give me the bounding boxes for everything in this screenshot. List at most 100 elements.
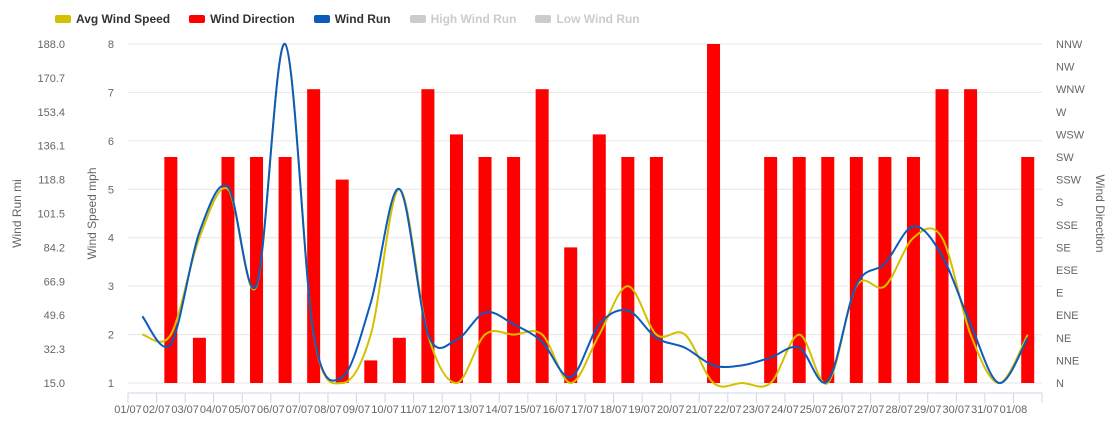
y-tick-label-wind-direction: S: [1056, 197, 1063, 209]
x-tick-label: 02/07: [143, 404, 171, 416]
legend-label: Wind Direction: [210, 12, 295, 26]
wind-direction-bar: [707, 44, 721, 383]
y-tick-label-wind-direction: NW: [1056, 62, 1075, 74]
wind-direction-bar: [421, 89, 435, 383]
y-tick-label-wind-run: 49.6: [44, 310, 65, 322]
wind-direction-bar: [221, 157, 235, 383]
x-tick-label: 30/07: [943, 404, 971, 416]
y-tick-label-wind-direction: NNE: [1056, 355, 1079, 367]
x-tick-label: 01/08: [1000, 404, 1028, 416]
wind-direction-bar: [392, 337, 406, 383]
y-tick-label-wind-run: 32.3: [44, 344, 65, 356]
x-tick-label: 09/07: [343, 404, 371, 416]
y-tick-label-wind-run: 170.7: [37, 73, 65, 85]
wind-direction-bar: [192, 337, 206, 383]
x-tick-label: 14/07: [486, 404, 514, 416]
wind-direction-bar: [535, 89, 549, 383]
wind-direction-bar: [335, 179, 349, 383]
y-tick-label-wind-speed: 2: [108, 330, 114, 342]
legend-swatch: [535, 15, 552, 23]
y-tick-label-wind-direction: ENE: [1056, 310, 1079, 322]
x-tick-label: 22/07: [714, 404, 742, 416]
wind-direction-bar: [906, 157, 920, 383]
x-tick-label: 29/07: [914, 404, 942, 416]
x-tick-label: 07/07: [286, 404, 314, 416]
y-tick-label-wind-speed: 1: [108, 378, 114, 390]
x-tick-label: 23/07: [743, 404, 771, 416]
wind-direction-bar: [507, 157, 521, 383]
x-tick-label: 17/07: [571, 404, 599, 416]
y-tick-label-wind-direction: WNW: [1056, 84, 1085, 96]
x-tick-label: 25/07: [800, 404, 828, 416]
x-tick-label: 28/07: [885, 404, 913, 416]
x-tick-label: 04/07: [200, 404, 228, 416]
y-tick-label-wind-run: 153.4: [37, 107, 65, 119]
y-tick-label-wind-run: 15.0: [44, 378, 65, 390]
legend-label: Low Wind Run: [556, 12, 640, 26]
wind-direction-bar: [792, 157, 806, 383]
y-tick-label-wind-run: 66.9: [44, 276, 65, 288]
wind-direction-bar: [878, 157, 892, 383]
y-tick-label-wind-direction: NE: [1056, 333, 1071, 345]
x-tick-label: 03/07: [171, 404, 199, 416]
x-tick-label: 10/07: [371, 404, 399, 416]
wind-direction-bar: [164, 157, 178, 383]
x-tick-label: 26/07: [828, 404, 856, 416]
legend-item-low-wind-run[interactable]: Low Wind Run: [535, 12, 640, 26]
wind-direction-bar: [564, 247, 578, 383]
x-tick-label: 13/07: [457, 404, 485, 416]
x-tick-label: 06/07: [257, 404, 285, 416]
wind-direction-bar: [478, 157, 492, 383]
wind-direction-bar: [1021, 157, 1035, 383]
x-tick-label: 18/07: [600, 404, 628, 416]
x-tick-label: 31/07: [971, 404, 999, 416]
y-tick-label-wind-direction: SSE: [1056, 220, 1078, 232]
y-tick-label-wind-run: 188.0: [37, 39, 65, 51]
y-tick-label-wind-direction: SE: [1056, 242, 1071, 254]
x-tick-label: 27/07: [857, 404, 885, 416]
legend-swatch: [189, 15, 206, 23]
x-tick-label: 24/07: [771, 404, 799, 416]
x-tick-label: 12/07: [428, 404, 456, 416]
x-tick-label: 05/07: [228, 404, 256, 416]
wind-direction-bar: [278, 157, 292, 383]
y-tick-label-wind-speed: 3: [108, 281, 114, 293]
y-axis-title-wind-direction: Wind Direction: [1093, 174, 1106, 252]
y-tick-label-wind-run: 136.1: [37, 141, 65, 153]
y-tick-label-wind-direction: NNW: [1056, 39, 1083, 51]
x-tick-label: 08/07: [314, 404, 342, 416]
x-tick-label: 21/07: [685, 404, 713, 416]
legend-item-avg-wind-speed[interactable]: Avg Wind Speed: [55, 12, 170, 26]
y-tick-label-wind-run: 101.5: [37, 209, 65, 221]
wind-direction-bar: [849, 157, 863, 383]
legend-item-wind-run[interactable]: Wind Run: [313, 12, 391, 26]
wind-direction-bar: [821, 157, 835, 383]
legend-item-wind-direction[interactable]: Wind Direction: [189, 12, 295, 26]
y-tick-label-wind-direction: N: [1056, 378, 1064, 390]
x-tick-label: 20/07: [657, 404, 685, 416]
y-tick-label-wind-direction: WSW: [1056, 129, 1085, 141]
wind-direction-bar: [250, 157, 264, 383]
legend-swatch: [55, 15, 71, 23]
wind-direction-bar: [621, 157, 635, 383]
y-tick-label-wind-run: 84.2: [44, 242, 65, 254]
chart-legend: Avg Wind Speed Wind Direction Wind Run High…: [55, 10, 659, 28]
x-tick-label: 11/07: [400, 404, 427, 416]
y-axis-title-wind-run: Wind Run mi: [10, 179, 24, 248]
wind-run-line: [141, 42, 1029, 384]
y-tick-label-wind-direction: E: [1056, 288, 1063, 300]
legend-label: High Wind Run: [430, 12, 517, 26]
y-tick-label-wind-speed: 5: [108, 184, 114, 196]
y-tick-label-wind-direction: SSW: [1056, 175, 1082, 187]
wind-direction-bar: [764, 157, 778, 383]
legend-item-high-wind-run[interactable]: High Wind Run: [409, 12, 517, 26]
y-tick-label-wind-direction: ESE: [1056, 265, 1078, 277]
wind-direction-bar: [364, 360, 378, 383]
x-tick-label: 15/07: [514, 404, 542, 416]
x-tick-label: 16/07: [543, 404, 571, 416]
y-tick-label-wind-speed: 8: [108, 39, 114, 51]
wind-direction-bar: [449, 134, 463, 383]
y-tick-label-wind-direction: SW: [1056, 152, 1074, 164]
y-tick-label-wind-speed: 4: [108, 233, 114, 245]
